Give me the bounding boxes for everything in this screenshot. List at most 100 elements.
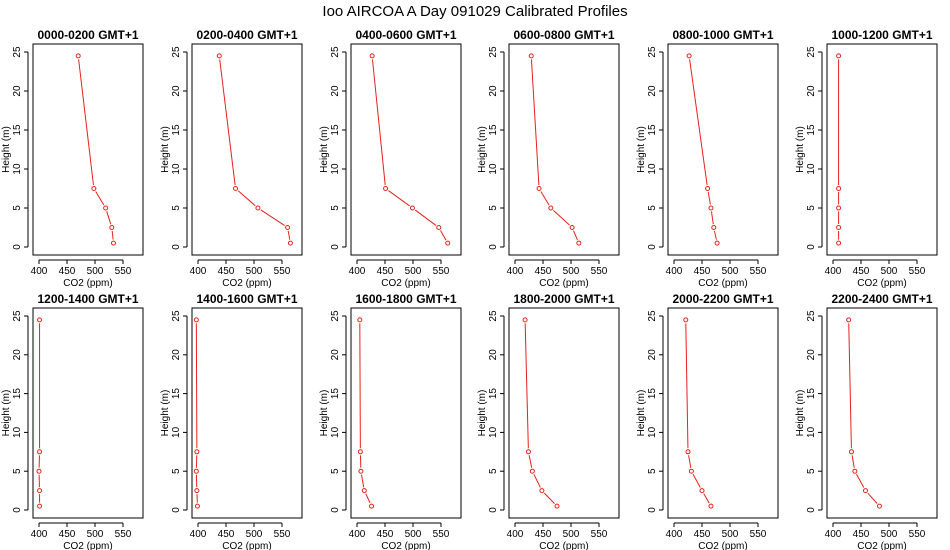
profile-line-segment (692, 474, 701, 488)
panel-title: 2200-2400 GMT+1 (831, 292, 932, 306)
y-tick-label: 10 (330, 163, 341, 175)
y-axis-label: Height (m) (477, 390, 488, 437)
y-tick-label: 15 (488, 124, 499, 136)
y-tick-label: 5 (488, 468, 499, 474)
x-axis-label: CO2 (ppm) (857, 541, 906, 550)
data-point (708, 503, 714, 509)
y-axis-label: Height (m) (636, 390, 647, 437)
data-point (233, 186, 239, 191)
x-axis-label: CO2 (ppm) (63, 278, 112, 289)
x-tick-label: 500 (246, 266, 263, 277)
data-point (37, 488, 43, 494)
plot-frame (826, 43, 938, 256)
profile-line-segment (848, 323, 852, 449)
data-point (554, 503, 560, 509)
y-tick-label: 5 (806, 205, 817, 211)
y-tick-label: 5 (647, 205, 658, 211)
profile-line-segment (371, 59, 386, 186)
x-tick-label: 400 (31, 266, 48, 277)
x-tick-label: 500 (881, 529, 898, 540)
y-tick-label: 0 (488, 244, 499, 250)
data-point (536, 186, 542, 191)
data-point (36, 468, 42, 474)
data-point (445, 240, 451, 246)
plot-frame (508, 307, 620, 519)
data-point (539, 488, 545, 494)
x-tick-label: 500 (881, 266, 898, 277)
plot-frame (667, 43, 779, 256)
y-tick-label: 10 (488, 163, 499, 175)
data-point (683, 317, 689, 323)
data-point (846, 317, 852, 323)
y-tick-label: 15 (330, 124, 341, 136)
x-tick-label: 550 (591, 266, 608, 277)
plot-frame (826, 307, 938, 519)
data-point (862, 488, 868, 494)
profile-line-segment (111, 230, 114, 240)
y-tick-label: 0 (330, 507, 341, 513)
y-tick-label: 5 (12, 205, 23, 211)
x-tick-label: 400 (666, 266, 683, 277)
x-tick-label: 450 (853, 529, 870, 540)
y-tick-label: 0 (12, 507, 23, 513)
y-tick-label: 10 (12, 163, 23, 175)
x-tick-label: 550 (274, 266, 291, 277)
profile-line-segment (703, 493, 710, 504)
panel-title: 0400-0600 GMT+1 (355, 28, 456, 42)
plot-frame (667, 307, 779, 519)
y-axis-label: Height (m) (477, 126, 488, 173)
data-point (522, 317, 528, 323)
profile-line-segment (530, 59, 540, 186)
profile-line-segment (440, 230, 447, 241)
x-tick-label: 500 (722, 529, 739, 540)
x-tick-label: 500 (405, 266, 422, 277)
profile-line-segment (524, 323, 529, 449)
x-tick-label: 550 (274, 529, 291, 540)
plot-frame (32, 43, 144, 256)
x-tick-label: 400 (349, 266, 366, 277)
profile-line-segment (553, 209, 570, 226)
profile-line-segment (361, 474, 365, 488)
panel-title: 1400-1600 GMT+1 (196, 292, 297, 306)
data-point (357, 449, 363, 455)
x-axis-label: CO2 (ppm) (539, 278, 588, 289)
y-tick-label: 0 (806, 507, 817, 513)
y-tick-label: 25 (806, 46, 817, 58)
data-point (686, 53, 692, 59)
data-point (708, 205, 714, 211)
data-point (369, 503, 375, 509)
profile-line-segment (707, 191, 711, 205)
x-axis-label: CO2 (ppm) (222, 278, 271, 289)
profile-line-segment (287, 230, 291, 240)
y-tick-label: 0 (12, 244, 23, 250)
panel-title: 1800-2000 GMT+1 (513, 292, 614, 306)
x-tick-label: 450 (535, 529, 552, 540)
y-tick-label: 5 (488, 205, 499, 211)
plot-frame (350, 43, 462, 256)
x-tick-label: 500 (246, 529, 263, 540)
x-tick-label: 450 (377, 529, 394, 540)
plot-frame (350, 307, 462, 519)
y-tick-label: 10 (171, 163, 182, 175)
y-tick-label: 25 (171, 310, 182, 322)
y-axis-label: Height (m) (1, 390, 12, 437)
x-axis-label: CO2 (ppm) (539, 541, 588, 550)
profile-line-segment (856, 474, 865, 488)
y-tick-label: 15 (171, 388, 182, 400)
data-point (194, 449, 200, 455)
y-tick-label: 0 (647, 244, 658, 250)
y-tick-label: 20 (330, 349, 341, 361)
y-tick-label: 10 (806, 426, 817, 438)
data-point (194, 503, 200, 509)
y-tick-label: 25 (12, 46, 23, 58)
x-axis-label: CO2 (ppm) (698, 278, 747, 289)
data-point (287, 240, 293, 246)
